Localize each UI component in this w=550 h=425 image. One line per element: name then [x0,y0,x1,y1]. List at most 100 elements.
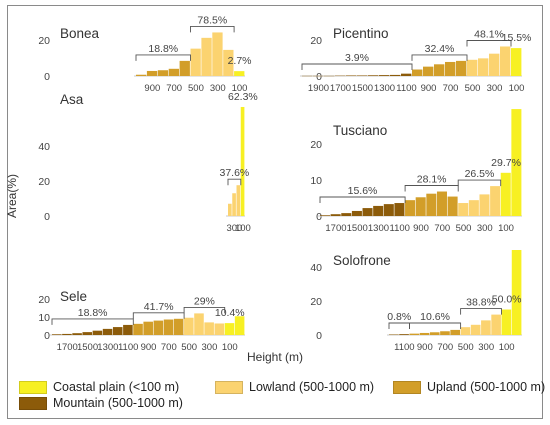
y-tick-label: 20 [310,35,322,47]
bar [194,313,204,335]
y-tick-label: 0 [44,71,50,83]
x-tick-label: 900 [144,83,160,94]
annotation-label: 41.7% [144,301,174,313]
legend-item-mountain: Mountain (500-1000 m) [19,396,183,410]
bar [362,208,373,216]
bar [228,203,232,216]
panel-title: Asa [60,92,84,107]
bar [184,317,194,335]
annotation-bracket [227,178,242,186]
x-tick-label: 900 [421,83,437,94]
bar [112,327,123,335]
y-tick-label: 0 [316,330,322,342]
bar [72,333,82,335]
bar [389,334,399,335]
x-tick-label: 1700 [330,83,351,94]
bar [458,203,469,216]
x-tick-label: 500 [465,83,481,94]
annotation-bracket [135,54,191,61]
bar [456,60,467,76]
bar [415,197,426,216]
panel-sele: Sele 0 10 20 1700 1500 1300 1100 900 700 500 300 100… [38,289,245,353]
bar [157,70,169,76]
panel-tusciano: Tusciano 0 10 20 1700 1500 1300 1100 900 700 500 30… [310,109,522,234]
annotation-label: 28.1% [417,174,447,186]
x-tick-label: 1500 [77,342,98,353]
bar [204,322,214,335]
bar [478,58,489,76]
x-tick-label: 100 [235,223,251,234]
x-tick-label: 300 [477,223,493,234]
legend-label-coastal: Coastal plain (<100 m) [53,380,180,394]
bar [123,324,133,335]
bar [394,203,405,216]
legend-label-lowland: Lowland (500-1000 m) [249,380,375,394]
bar [163,319,174,335]
annotation-label: 18.8% [148,43,178,55]
x-tick-label: 100 [499,342,515,353]
legend-label-upland: Upland (500-1000 m) [427,380,546,394]
bar [419,332,430,335]
x-tick-label: 500 [188,83,204,94]
bar [436,191,447,216]
bar [500,46,511,76]
x-tick-label: 1300 [97,342,118,353]
panel-title: Bonea [60,26,100,41]
legend-swatch-upland [393,380,421,394]
annotation-bracket [132,312,185,319]
bar [201,37,212,76]
legend-swatch-coastal [19,380,47,394]
x-tick-label: 100 [498,223,514,234]
y-tick-label: 0 [44,211,50,223]
bar [401,73,412,76]
annotation-bracket [404,185,459,192]
panel-title: Solofrone [333,253,391,268]
x-tick-label: 300 [210,83,226,94]
bar [511,48,522,76]
x-tick-label: 1300 [368,223,389,234]
annotation-label: 10.6% [420,311,450,323]
annotation-bracket [319,196,406,203]
bar [426,193,437,216]
bar [143,321,153,335]
annotation-label: 78.5% [197,14,227,26]
bar [511,109,522,216]
bar [214,323,225,335]
bar [357,75,368,76]
bar [173,318,184,335]
bar [460,327,471,335]
bar [390,74,401,76]
bar [383,204,394,216]
y-tick-label: 20 [310,139,322,151]
annotation-label: 38.8% [466,297,496,309]
bar [223,49,234,76]
y-tick-label: 20 [38,176,50,188]
y-tick-label: 10 [38,312,50,324]
x-tick-label: 900 [417,342,433,353]
bar [501,309,512,335]
x-tick-label: 900 [413,223,429,234]
annotation-label: 48.1% [474,28,504,40]
legend-label-mountain: Mountain (500-1000 m) [53,396,183,410]
legend-swatch-lowland [215,380,243,394]
panel-picentino: Picentino 0 20 1900 1700 1500 1300 1100 900 700 50… [300,26,531,94]
y-tick-label: 20 [38,294,50,306]
bar [234,71,245,76]
annotation-bracket [190,25,235,33]
bar [212,32,223,76]
x-tick-label: 1300 [374,83,395,94]
annotation-label: 2.7% [228,55,252,67]
y-tick-label: 40 [310,262,322,274]
y-tick-label: 10 [310,175,322,187]
annotation-label: 3.9% [345,52,369,64]
x-tick-label: 700 [434,223,450,234]
bar [341,213,352,216]
bar [429,332,440,335]
x-tick-label: 1700 [57,342,78,353]
bar [489,53,500,76]
bar [511,250,522,335]
bar [153,320,164,335]
x-tick-label: 1100 [390,223,410,234]
